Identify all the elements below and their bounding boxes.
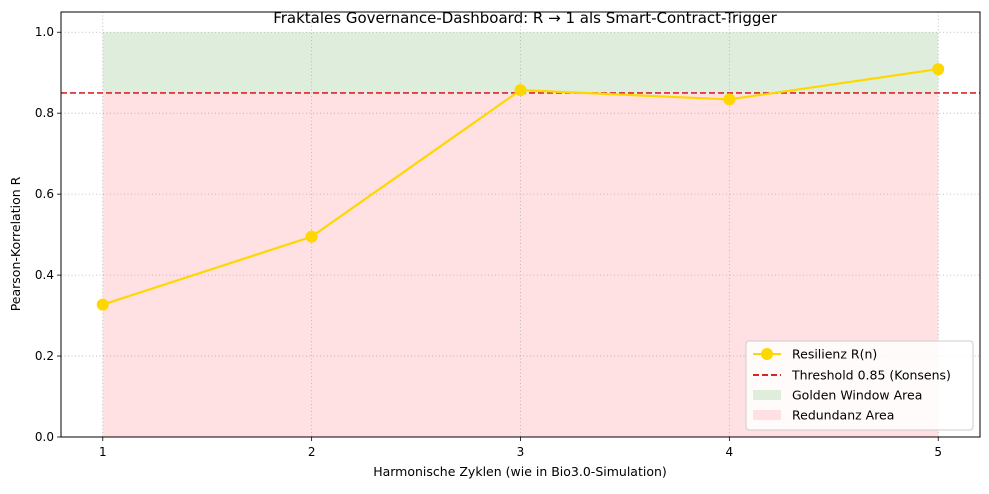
x-tick-label: 3 <box>517 445 525 459</box>
legend-series-label: Resilienz R(n) <box>792 347 877 362</box>
x-tick-label: 1 <box>99 445 107 459</box>
x-tick-label: 2 <box>308 445 316 459</box>
y-tick-label: 0.4 <box>35 268 54 282</box>
legend-entry-golden: Golden Window Area <box>753 388 922 403</box>
y-tick-label: 1.0 <box>35 25 54 39</box>
series-layer <box>96 63 945 311</box>
legend-redundanz-label: Redundanz Area <box>792 408 894 423</box>
y-tick-label: 0.2 <box>35 349 54 363</box>
legend-box <box>745 340 974 431</box>
x-ticks-layer: 1 2 3 4 5 <box>99 437 942 459</box>
data-point <box>723 93 736 106</box>
legend-series-swatch-marker <box>761 348 773 360</box>
data-point <box>514 84 527 97</box>
y-axis-label: Pearson-Korrelation R <box>8 176 23 311</box>
legend-redundanz-swatch <box>753 410 781 420</box>
legend-threshold-label: Threshold 0.85 (Konsens) <box>791 368 951 383</box>
y-tick-label: 0.0 <box>35 430 54 444</box>
legend-golden-label: Golden Window Area <box>792 388 922 403</box>
y-ticks-layer: 0.0 0.2 0.4 0.6 0.8 1.0 <box>35 25 61 444</box>
shaded-area-golden-window <box>102 32 939 93</box>
x-tick-label: 4 <box>726 445 734 459</box>
data-point <box>305 230 318 243</box>
chart-title: Fraktales Governance-Dashboard: R → 1 al… <box>273 9 777 27</box>
x-tick-label: 5 <box>934 445 942 459</box>
legend-entry-series: Resilienz R(n) <box>753 347 877 362</box>
x-axis-label: Harmonische Zyklen (wie in Bio3.0-Simula… <box>373 464 667 479</box>
legend-entry-redundanz: Redundanz Area <box>753 408 894 423</box>
legend: Resilienz R(n) Threshold 0.85 (Konsens) … <box>745 340 974 431</box>
y-tick-label: 0.6 <box>35 187 54 201</box>
legend-entry-threshold: Threshold 0.85 (Konsens) <box>753 368 951 383</box>
data-point <box>96 298 109 311</box>
legend-golden-swatch <box>753 390 781 400</box>
y-tick-label: 0.8 <box>35 106 54 120</box>
data-point <box>932 63 945 76</box>
